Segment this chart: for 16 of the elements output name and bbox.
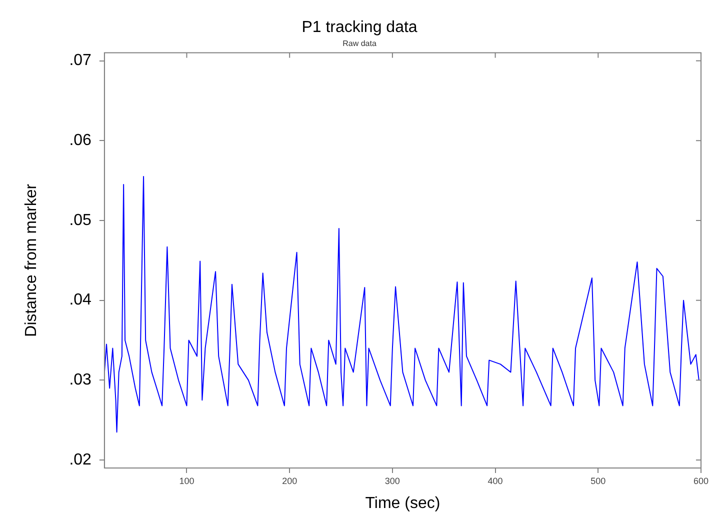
- x-tick-label: 400: [488, 476, 503, 486]
- y-tick-label: .07: [69, 52, 92, 70]
- x-tick-label: 500: [590, 476, 606, 486]
- x-tick-label: 200: [282, 476, 298, 486]
- x-tick-label: 100: [179, 476, 194, 486]
- chart-title: P1 tracking data: [302, 19, 418, 36]
- y-tick-label: .03: [69, 372, 92, 389]
- chart-subtitle: Raw data: [342, 39, 377, 48]
- y-tick-label: .02: [69, 451, 92, 468]
- y-axis-title: Distance from marker: [23, 183, 40, 337]
- x-tick-label: 300: [384, 476, 400, 486]
- y-tick-label: .06: [69, 132, 92, 150]
- x-axis-title: Time (sec): [365, 494, 440, 512]
- y-tick-label: .04: [69, 292, 92, 309]
- x-tick-label: 600: [693, 476, 709, 486]
- y-tick-label: .05: [69, 212, 92, 229]
